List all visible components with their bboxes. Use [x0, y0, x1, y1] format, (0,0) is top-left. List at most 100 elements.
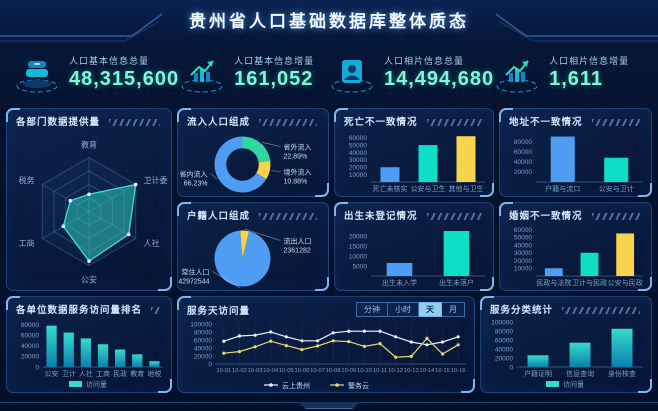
kpi-value: 14,494,680: [384, 68, 495, 91]
svg-text:20000: 20000: [349, 165, 367, 172]
svg-text:地税: 地税: [147, 369, 161, 378]
svg-text:公安与卫生: 公安与卫生: [411, 184, 446, 193]
panel-inflow-donut: 流入人口组成 省外流入 22.89% 境外流入 10.88% 省内流入 66.23%: [177, 108, 329, 197]
svg-text:80000: 80000: [514, 139, 532, 146]
header: 贵州省人口基础数据库整体质态: [0, 0, 658, 42]
kpi-card-total-basic: 人口基本信息总量 48,315,600: [14, 53, 179, 95]
panel-title: 各部门数据提供量: [16, 117, 101, 128]
footer-trapezoid: [297, 402, 361, 409]
svg-text:60000: 60000: [349, 135, 367, 142]
svg-text:10-15: 10-15: [435, 368, 450, 374]
tab-hour[interactable]: 小时: [388, 302, 419, 317]
svg-text:20000: 20000: [495, 355, 513, 362]
title-slashes-decoration: [591, 118, 640, 126]
svg-text:出生未落户: 出生未落户: [439, 278, 474, 287]
title-slashes-decoration: [109, 118, 160, 126]
svg-text:20000: 20000: [194, 353, 212, 360]
svg-text:公安: 公安: [81, 274, 97, 284]
svg-text:教育: 教育: [130, 369, 144, 378]
svg-text:工商: 工商: [96, 369, 110, 378]
svg-text:教育: 教育: [81, 140, 97, 150]
svg-text:10-03: 10-03: [248, 368, 263, 374]
tab-month[interactable]: 月: [442, 302, 465, 317]
svg-text:42972544: 42972544: [178, 279, 209, 286]
database-icon: [16, 61, 58, 93]
svg-text:信息查询: 信息查询: [566, 369, 594, 378]
svg-text:常住人口: 常住人口: [182, 268, 210, 277]
svg-text:0: 0: [35, 364, 39, 371]
svg-text:死亡未核实: 死亡未核实: [373, 184, 408, 193]
tab-day[interactable]: 天: [419, 302, 442, 317]
kpi-label: 人口基本信息增量: [234, 55, 315, 66]
svg-text:40000: 40000: [514, 242, 532, 249]
title-slashes-decoration: [426, 212, 482, 220]
svg-text:云上贵州: 云上贵州: [282, 381, 310, 390]
panel-marriage-bars: 婚姻不一致情况 10000 20000 30000 40000 50000 60000 民政…: [499, 202, 652, 291]
panel-title: 服务分类统计: [490, 305, 554, 316]
kpi-row: 人口基本信息总量 48,315,600 人口基本信息增量 161,052: [0, 42, 658, 106]
svg-text:30000: 30000: [514, 250, 532, 257]
svg-text:公安与民政: 公安与民政: [608, 278, 643, 287]
mid-grid: 各部门数据提供量 教育 卫计委 人社 公安 工商 税务 流入人口组成 省外流入 22.89%…: [6, 108, 652, 291]
panel-death-bars: 死亡不一致情况 10000 20000 30000 40000 50000 60000 死亡…: [334, 108, 494, 197]
svg-text:10.88%: 10.88%: [284, 179, 308, 186]
svg-text:卫计委: 卫计委: [144, 175, 168, 185]
svg-text:10000: 10000: [349, 172, 367, 179]
svg-text:10000: 10000: [349, 253, 367, 260]
svg-text:境外流入: 境外流入: [284, 168, 312, 177]
kpi-card-delta-basic: 人口基本信息增量 161,052: [179, 53, 329, 95]
svg-text:100000: 100000: [190, 321, 212, 328]
panel-title: 出生未登记情况: [344, 211, 418, 222]
svg-text:税务: 税务: [18, 175, 34, 185]
panel-unit-rank: 各单位数据服务访问量排名 0 20000 40000 60000 80000 公安 卫计 人社…: [6, 296, 172, 393]
death-bars-chart: 10000 20000 30000 40000 50000 60000 死亡未核实 公安与卫生…: [335, 129, 493, 196]
title-slashes-decoration: [591, 212, 640, 220]
tab-minute[interactable]: 分钟: [356, 302, 388, 317]
svg-text:40000: 40000: [514, 159, 532, 166]
svg-text:80000: 80000: [194, 329, 212, 336]
svg-text:10-10: 10-10: [357, 368, 372, 374]
svg-text:身份核查: 身份核查: [608, 369, 636, 378]
svg-text:40000: 40000: [194, 345, 212, 352]
svg-text:20000: 20000: [349, 233, 367, 240]
svg-text:其他与卫生: 其他与卫生: [449, 184, 484, 193]
marriage-bars-chart: 10000 20000 30000 40000 50000 60000 民政与法院 卫计与民政…: [500, 223, 651, 290]
svg-text:户籍证明: 户籍证明: [524, 369, 552, 378]
kpi-card-total-photo: 人口相片信息总量 14,494,680: [329, 53, 494, 95]
svg-text:公安与卫计: 公安与卫计: [599, 184, 634, 193]
svg-text:22.89%: 22.89%: [284, 154, 308, 161]
svg-text:民政与法院: 民政与法院: [536, 278, 571, 287]
title-slashes-decoration: [259, 212, 317, 220]
svg-text:0: 0: [509, 364, 513, 371]
svg-text:10-12: 10-12: [388, 368, 403, 374]
header-decoration: [0, 13, 658, 42]
panel-daily-line: 服务天访问量 分钟 小时 天 月 0 20000 40000 60000 80000 10…: [177, 296, 475, 393]
svg-text:10-01: 10-01: [216, 368, 231, 374]
svg-text:10-13: 10-13: [404, 368, 419, 374]
kpi-label: 人口相片信息总量: [384, 55, 465, 66]
svg-text:人社: 人社: [79, 369, 93, 378]
panel-birth-bars: 出生未登记情况 5000 10000 15000 20000 出生未入学 出生未落户: [334, 202, 494, 291]
panel-hukou-pie: 户籍人口组成 流出人口 2361282 常住人口 42972544: [177, 202, 329, 291]
svg-text:卫计与民政: 卫计与民政: [572, 278, 607, 287]
birth-bars-chart: 5000 10000 15000 20000 出生未入学 出生未落户: [335, 223, 493, 290]
svg-text:10-02: 10-02: [232, 368, 247, 374]
trend-up-icon: [181, 60, 223, 93]
panel-title: 户籍人口组成: [187, 211, 251, 222]
kpi-value: 48,315,600: [69, 68, 180, 91]
svg-text:出生未入学: 出生未入学: [382, 278, 417, 287]
svg-text:50000: 50000: [349, 142, 367, 149]
kpi-card-delta-photo: 人口相片信息增量 1,611: [494, 53, 644, 95]
svg-text:访问量: 访问量: [563, 380, 584, 389]
svg-text:10-14: 10-14: [420, 368, 436, 374]
panel-title: 流入人口组成: [187, 117, 251, 128]
svg-text:60000: 60000: [514, 227, 532, 234]
svg-text:10-07: 10-07: [310, 368, 325, 374]
svg-text:流出人口: 流出人口: [284, 237, 312, 246]
svg-text:10000: 10000: [514, 266, 532, 273]
bottom-grid: 各单位数据服务访问量排名 0 20000 40000 60000 80000 公安 卫计 人社…: [6, 296, 652, 393]
svg-text:0: 0: [208, 361, 212, 368]
address-bars-chart: 20000 40000 60000 80000 户籍与流口 公安与卫计: [500, 129, 651, 196]
panel-dept-radar: 各部门数据提供量 教育 卫计委 人社 公安 工商 税务: [6, 108, 172, 291]
